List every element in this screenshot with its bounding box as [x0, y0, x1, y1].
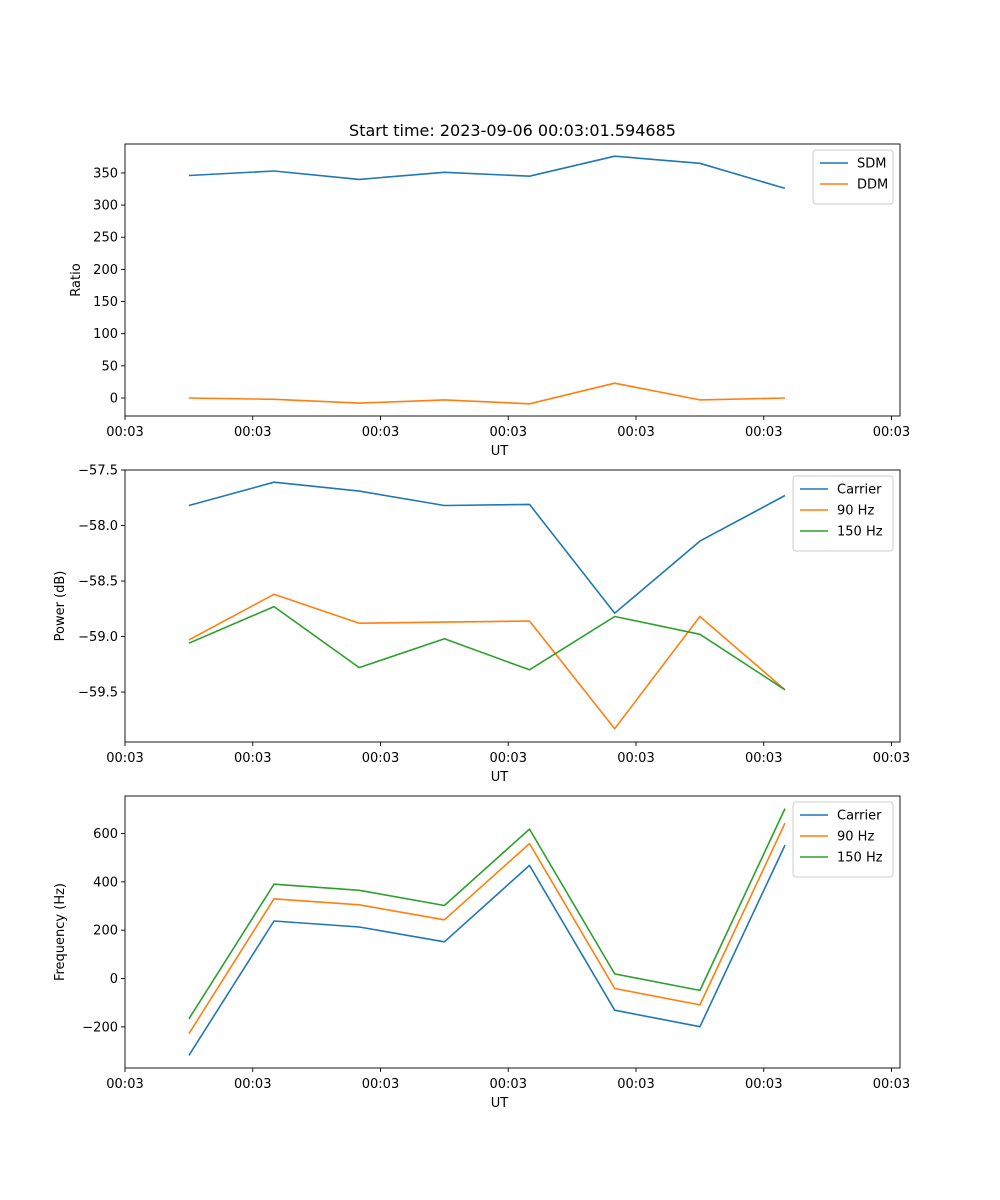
series-line-90-hz [188, 822, 786, 1035]
x-tick-label: 00:03 [745, 425, 782, 440]
y-tick-label: 400 [93, 875, 118, 890]
y-tick-label: 0 [110, 391, 118, 406]
x-tick-label: 00:03 [873, 1077, 910, 1092]
series-line-90-hz [188, 593, 786, 730]
plot-frame [124, 795, 901, 1069]
y-tick-label: 50 [101, 359, 118, 374]
legend [792, 801, 894, 878]
x-axis-label: UT [491, 444, 509, 459]
plot-frame [124, 143, 901, 417]
y-tick-label: 150 [93, 295, 118, 310]
y-tick-label: −57.5 [78, 464, 118, 479]
legend-label: 150 Hz [837, 525, 883, 540]
y-tick-label: 100 [93, 327, 118, 342]
chart-panels: 00:03 00:03 00:03 00:03 00:03 00:03 00:03 0 50 10… [53, 143, 910, 1111]
x-tick-label: 00:03 [362, 1077, 399, 1092]
x-tick-label: 00:03 [873, 425, 910, 440]
y-axis-label: Ratio [69, 263, 84, 296]
legend-label: 150 Hz [837, 851, 883, 866]
legend [792, 475, 894, 552]
y-tick-label: 0 [110, 972, 118, 987]
y-tick-label: 600 [93, 827, 118, 842]
x-tick-label: 00:03 [106, 425, 143, 440]
y-tick-label: −58.0 [78, 519, 118, 534]
series-line-ddm [188, 382, 786, 405]
y-tick-label: 200 [93, 924, 118, 939]
frequency-chart: 00:03 00:03 00:03 00:03 00:03 00:03 00:03 −200 0… [53, 795, 910, 1111]
x-tick-label: 00:03 [234, 425, 271, 440]
y-tick-label: −59.5 [78, 686, 118, 701]
x-tick-label: 00:03 [617, 1077, 654, 1092]
x-tick-label: 00:03 [234, 751, 271, 766]
series-line-150-hz [188, 605, 786, 691]
figure-title: Start time: 2023-09-06 00:03:01.594685 [349, 121, 676, 140]
x-tick-label: 00:03 [106, 1077, 143, 1092]
x-tick-label: 00:03 [490, 425, 527, 440]
y-tick-label: −59.0 [78, 630, 118, 645]
y-tick-label: 300 [93, 199, 118, 214]
y-tick-label: −200 [82, 1020, 118, 1035]
power-chart: 00:03 00:03 00:03 00:03 00:03 00:03 00:03 −57.5… [53, 464, 910, 786]
legend-label: DDM [857, 178, 888, 193]
legend-label: Carrier [837, 483, 882, 498]
x-tick-label: 00:03 [234, 1077, 271, 1092]
x-tick-label: 00:03 [106, 751, 143, 766]
y-tick-label: 350 [93, 166, 118, 181]
x-tick-label: 00:03 [490, 751, 527, 766]
x-axis-label: UT [491, 770, 509, 785]
legend-label: SDM [857, 157, 886, 172]
x-tick-label: 00:03 [362, 425, 399, 440]
x-tick-label: 00:03 [362, 751, 399, 766]
x-tick-label: 00:03 [745, 751, 782, 766]
y-axis-label: Frequency (Hz) [53, 883, 68, 981]
x-tick-label: 00:03 [617, 751, 654, 766]
x-tick-label: 00:03 [490, 1077, 527, 1092]
series-line-150-hz [188, 808, 786, 1020]
y-tick-label: 250 [93, 231, 118, 246]
y-tick-label: 200 [93, 263, 118, 278]
series-line-carrier [188, 481, 786, 615]
x-tick-label: 00:03 [745, 1077, 782, 1092]
y-axis-label: Power (dB) [53, 571, 68, 642]
plot-frame [124, 469, 901, 743]
series-line-sdm [188, 155, 786, 190]
x-tick-label: 00:03 [617, 425, 654, 440]
legend-label: Carrier [837, 809, 882, 824]
series-line-carrier [188, 844, 786, 1056]
x-axis-label: UT [491, 1096, 509, 1111]
ratio-chart: 00:03 00:03 00:03 00:03 00:03 00:03 00:03 0 50 10… [69, 143, 910, 459]
legend-label: 90 Hz [837, 830, 874, 845]
x-tick-label: 00:03 [873, 751, 910, 766]
y-tick-label: −58.5 [78, 575, 118, 590]
legend-label: 90 Hz [837, 504, 874, 519]
